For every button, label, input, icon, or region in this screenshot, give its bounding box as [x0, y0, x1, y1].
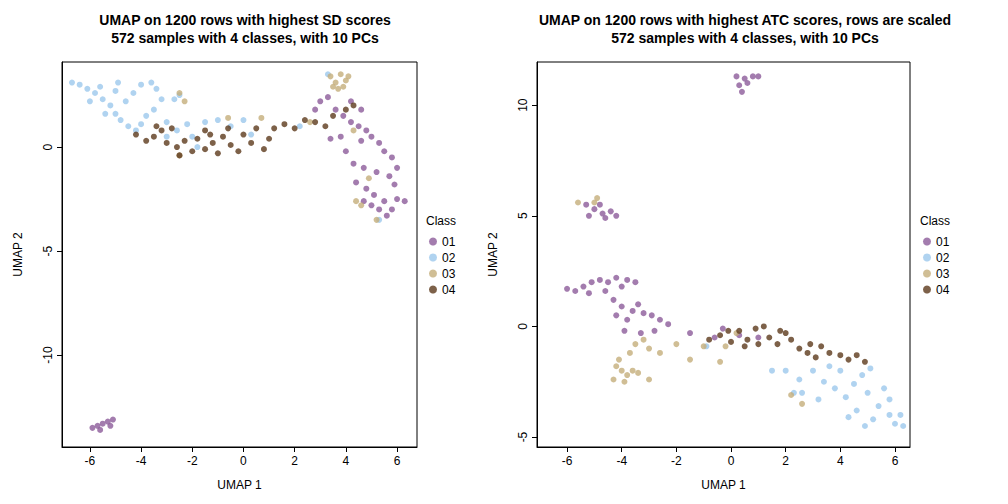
svg-text:6: 6 — [892, 454, 899, 468]
svg-text:04: 04 — [936, 283, 950, 297]
svg-text:-2: -2 — [187, 454, 198, 468]
svg-text:UMAP on 1200 rows with highest: UMAP on 1200 rows with highest SD scores — [99, 12, 391, 28]
svg-text:-2: -2 — [671, 454, 682, 468]
svg-text:0: 0 — [41, 143, 55, 150]
svg-text:01: 01 — [442, 235, 456, 249]
svg-text:572 samples with 4 classes, wi: 572 samples with 4 classes, with 10 PCs — [111, 30, 379, 46]
svg-text:2: 2 — [782, 454, 789, 468]
svg-text:-10: -10 — [41, 346, 55, 364]
svg-text:UMAP 2: UMAP 2 — [486, 232, 500, 277]
svg-text:0: 0 — [516, 323, 530, 330]
svg-text:-4: -4 — [616, 454, 627, 468]
svg-text:-5: -5 — [41, 245, 55, 256]
svg-text:4: 4 — [343, 454, 350, 468]
svg-text:-5: -5 — [516, 431, 530, 442]
svg-text:-6: -6 — [562, 454, 573, 468]
svg-text:6: 6 — [394, 454, 401, 468]
svg-text:-6: -6 — [85, 454, 96, 468]
svg-text:572 samples with 4 classes, wi: 572 samples with 4 classes, with 10 PCs — [611, 30, 879, 46]
svg-text:02: 02 — [442, 251, 456, 265]
svg-text:10: 10 — [516, 98, 530, 112]
svg-text:0: 0 — [240, 454, 247, 468]
svg-text:-4: -4 — [136, 454, 147, 468]
svg-text:Class: Class — [426, 214, 456, 228]
svg-text:04: 04 — [442, 283, 456, 297]
svg-text:2: 2 — [291, 454, 298, 468]
svg-text:UMAP on 1200 rows with highest: UMAP on 1200 rows with highest ATC score… — [539, 12, 951, 28]
svg-text:UMAP 1: UMAP 1 — [217, 478, 262, 492]
svg-text:Class: Class — [920, 214, 950, 228]
svg-text:01: 01 — [936, 235, 950, 249]
svg-text:03: 03 — [936, 267, 950, 281]
svg-text:0: 0 — [728, 454, 735, 468]
svg-text:UMAP 2: UMAP 2 — [11, 232, 25, 277]
svg-text:5: 5 — [516, 212, 530, 219]
svg-text:UMAP 1: UMAP 1 — [701, 478, 746, 492]
svg-text:03: 03 — [442, 267, 456, 281]
svg-text:02: 02 — [936, 251, 950, 265]
svg-text:4: 4 — [837, 454, 844, 468]
